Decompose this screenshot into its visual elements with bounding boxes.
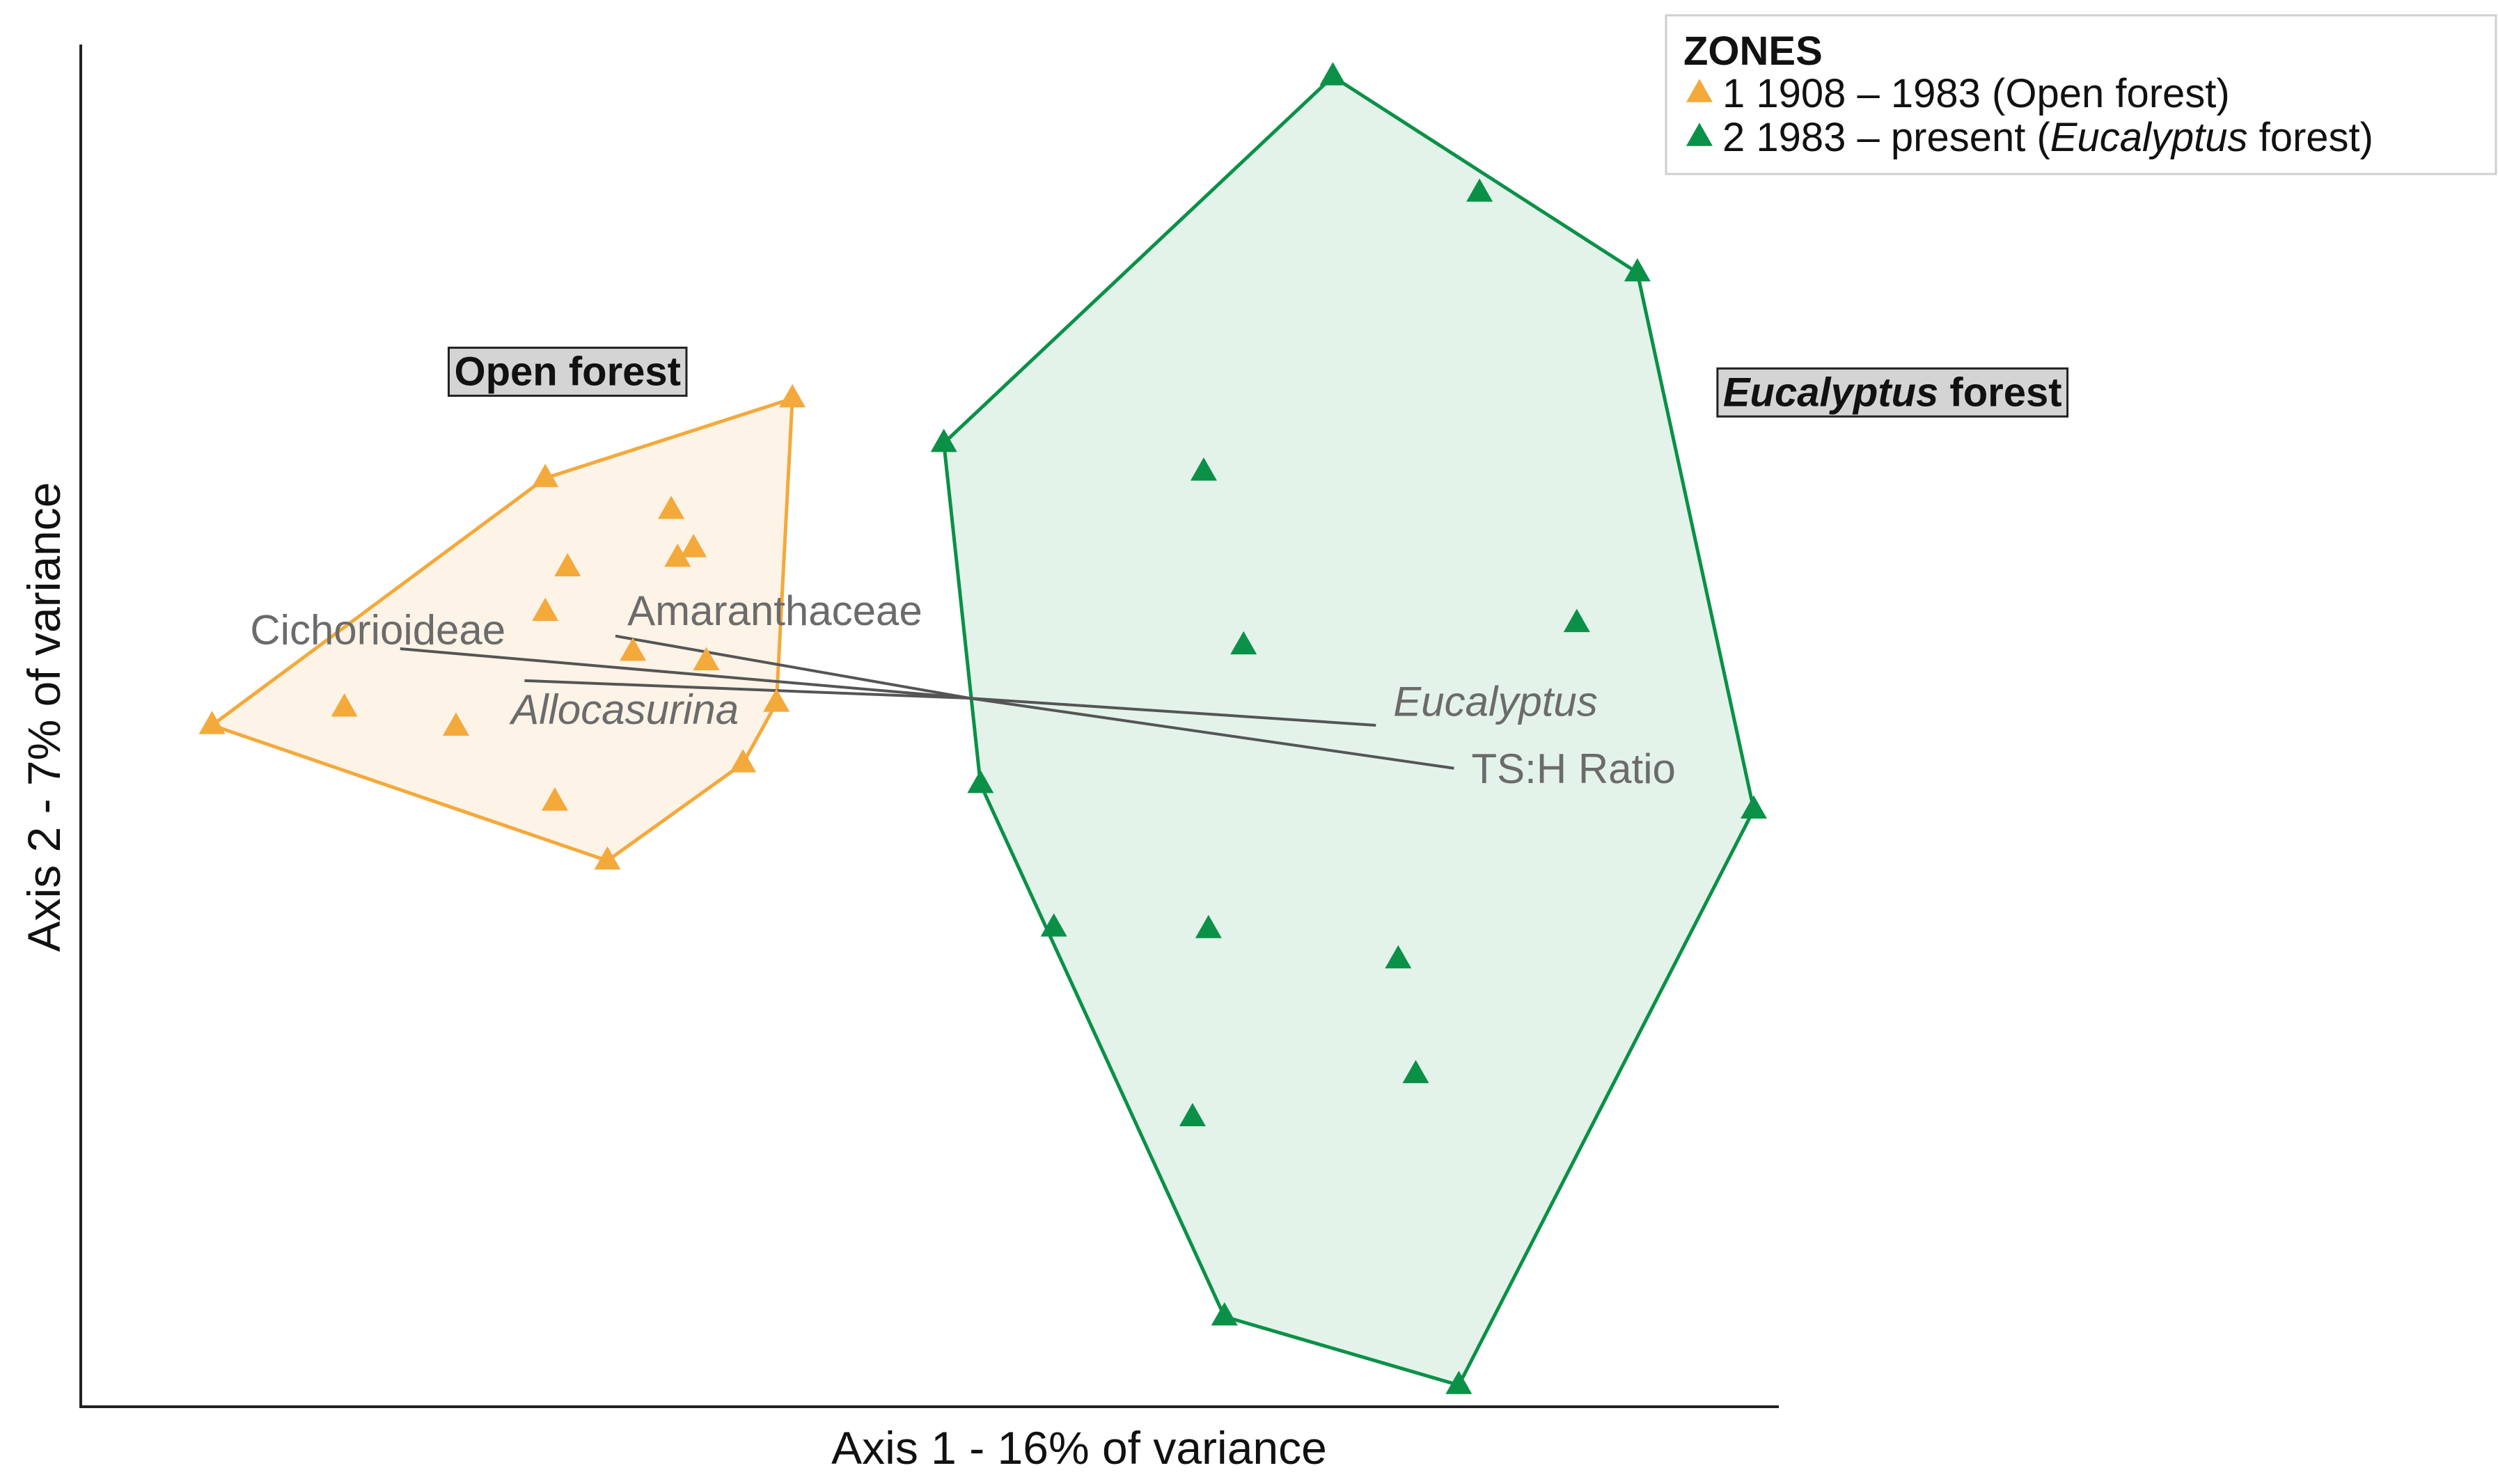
- vector-line: [400, 647, 970, 700]
- zone2-point: [1190, 457, 1217, 481]
- legend-title: ZONES: [1683, 29, 1823, 74]
- vector-line: [524, 679, 970, 700]
- zone1-point: [331, 693, 358, 717]
- label-part: Amaranthaceae: [627, 587, 922, 634]
- zone1-point: [680, 534, 707, 558]
- zone2-point: [1624, 258, 1651, 282]
- label-part: Cichorioideae: [250, 607, 505, 654]
- zone1-point: [554, 553, 581, 576]
- vector-line: [615, 634, 970, 700]
- zone1-point: [532, 464, 559, 487]
- zone-label-text: Open forest: [454, 349, 681, 395]
- zone1-point: [532, 597, 559, 622]
- zone2-point: [1445, 1371, 1472, 1394]
- vector-label: Allocasurina: [509, 686, 739, 733]
- zone2-point: [1385, 945, 1412, 969]
- zone2-point: [1563, 608, 1590, 633]
- zone1-point: [779, 384, 806, 408]
- zone2-point: [967, 769, 994, 794]
- zone2-point: [1211, 1302, 1238, 1326]
- zone1-point: [541, 787, 568, 811]
- zone2-point: [1741, 795, 1767, 819]
- legend-marker: [1686, 79, 1713, 102]
- vector-label: Cichorioideae: [250, 607, 505, 654]
- label-part: forest): [2248, 115, 2374, 160]
- legend: ZONES 1 1908 – 1983 (Open forest)2 1983 …: [1665, 14, 2497, 175]
- vector-label: Amaranthaceae: [627, 587, 922, 634]
- zone-label: Eucalyptus forest: [1716, 367, 2069, 418]
- zone-label-text: Eucalyptus forest: [1723, 370, 2062, 415]
- label-part: TS:H Ratio: [1472, 745, 1676, 792]
- zone1-point: [658, 496, 685, 519]
- zone-label-box: [1716, 367, 2069, 418]
- vector-label: Eucalyptus: [1393, 679, 1598, 725]
- zone2-hull: [942, 74, 1756, 1387]
- zone-label-box: [447, 347, 688, 397]
- legend-marker: [1686, 123, 1713, 146]
- zone1-point: [620, 637, 647, 661]
- zone2-point: [1319, 62, 1346, 86]
- label-part: Eucalyptus: [1393, 679, 1598, 725]
- legend-box: [1665, 14, 2497, 175]
- zone2-point: [930, 428, 957, 452]
- label-part: Allocasurina: [509, 686, 739, 733]
- zone1-point: [442, 712, 469, 736]
- label-part: Open forest: [454, 349, 681, 395]
- legend-entry: 2 1983 – present (Eucalyptus forest): [1722, 115, 2373, 160]
- zone1-point: [664, 543, 691, 567]
- zone1-point: [763, 688, 790, 712]
- plot-area: Cichorioideae Amaranthaceae Allocasurina Eu…: [198, 62, 2069, 1394]
- axes: Axis 1 - 16% of variance Axis 2 - 7% of …: [18, 45, 1779, 1474]
- zone2-point: [1179, 1103, 1206, 1126]
- zone1-point: [594, 846, 621, 870]
- zone-label: Open forest: [447, 347, 688, 397]
- vector-label: TS:H Ratio: [1472, 745, 1676, 792]
- legend-entry: 1 1908 – 1983 (Open forest): [1722, 71, 2230, 116]
- label-part: forest: [1938, 370, 2061, 415]
- zone1-point: [730, 749, 757, 773]
- x-axis-label: Axis 1 - 16% of variance: [831, 1422, 1327, 1474]
- zone2-point: [1230, 631, 1257, 655]
- label-part: 2 1983 – present (: [1722, 115, 2050, 160]
- zone2-point: [1466, 178, 1493, 202]
- label-part: 1 1908 – 1983 (Open forest): [1722, 71, 2230, 116]
- zone2-point: [1040, 913, 1067, 937]
- vector-line: [969, 697, 1376, 727]
- vector-line: [969, 697, 1454, 770]
- label-part: Eucalyptus: [2050, 115, 2248, 160]
- zone2-point: [1402, 1059, 1429, 1084]
- zone1-point: [198, 711, 226, 734]
- y-axis-label: Axis 2 - 7% of variance: [18, 482, 70, 952]
- zone1-point: [693, 647, 720, 671]
- zone2-point: [1195, 915, 1222, 938]
- label-part: Eucalyptus: [1723, 370, 1938, 415]
